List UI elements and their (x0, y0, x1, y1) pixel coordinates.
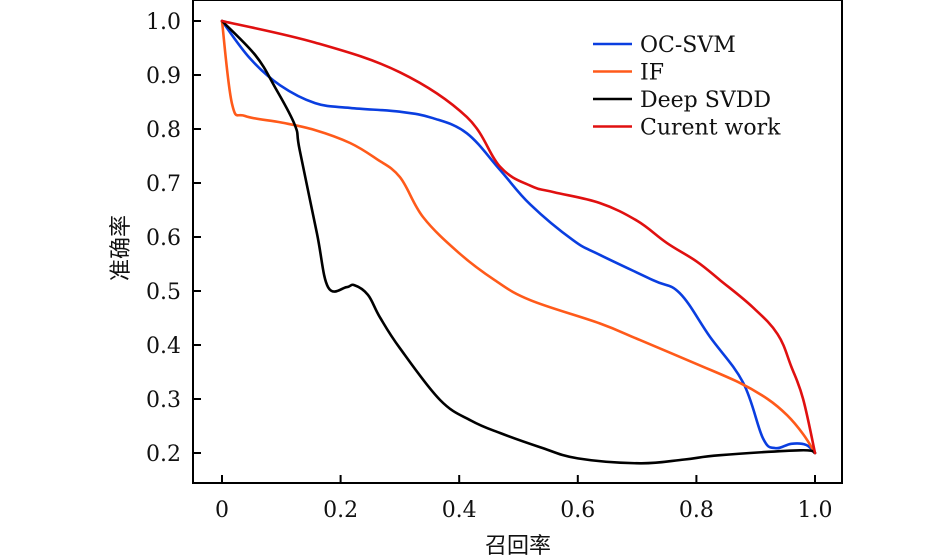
y-tick-label: 0.7 (146, 172, 181, 197)
y-tick-label: 0.4 (146, 334, 181, 359)
series-oc-svm (220, 19, 817, 455)
x-tick-label: 0 (215, 498, 229, 523)
x-tick-label: 0.2 (323, 498, 358, 523)
y-tick-label: 0.6 (146, 226, 181, 251)
legend-label: IF (640, 61, 664, 86)
y-tick-label: 0.3 (146, 388, 181, 413)
y-axis-label: 准确率 (109, 215, 134, 281)
legend-item-oc-svm: OC-SVM (593, 33, 736, 58)
series-line-oc-svm (220, 19, 817, 455)
legend-item-deep-svdd: Deep SVDD (593, 88, 771, 113)
x-tick-label: 0.4 (442, 498, 477, 523)
y-tick-label: 0.9 (146, 64, 181, 89)
x-axis-label: 召回率 (485, 534, 551, 559)
x-tick-label: 0.6 (560, 498, 595, 523)
legend-label: Curent work (640, 116, 781, 141)
x-axis-ticks: 0 0.2 0.4 0.6 0.8 1.0 (215, 475, 833, 523)
x-tick-label: 1.0 (798, 498, 833, 523)
series-line-if (220, 19, 817, 455)
series-layer (220, 19, 817, 465)
y-axis-ticks: 0.2 0.3 0.4 0.5 0.6 0.7 0.8 0.9 1.0 (146, 10, 201, 467)
x-tick-label: 0.8 (679, 498, 714, 523)
y-tick-label: 0.5 (146, 280, 181, 305)
y-tick-label: 0.2 (146, 442, 181, 467)
series-line-deep-svdd (220, 19, 817, 465)
legend-label: OC-SVM (640, 33, 736, 58)
legend-item-if: IF (593, 61, 664, 86)
legend-item-curent-work: Curent work (593, 116, 781, 141)
series-line-curent-work (220, 19, 817, 455)
series-curent-work (220, 19, 817, 455)
series-deep-svdd (220, 19, 817, 465)
legend-label: Deep SVDD (640, 88, 771, 113)
y-tick-label: 1.0 (146, 10, 181, 35)
plot-frame (192, 0, 843, 484)
y-tick-label: 0.8 (146, 118, 181, 143)
series-if (220, 19, 817, 455)
